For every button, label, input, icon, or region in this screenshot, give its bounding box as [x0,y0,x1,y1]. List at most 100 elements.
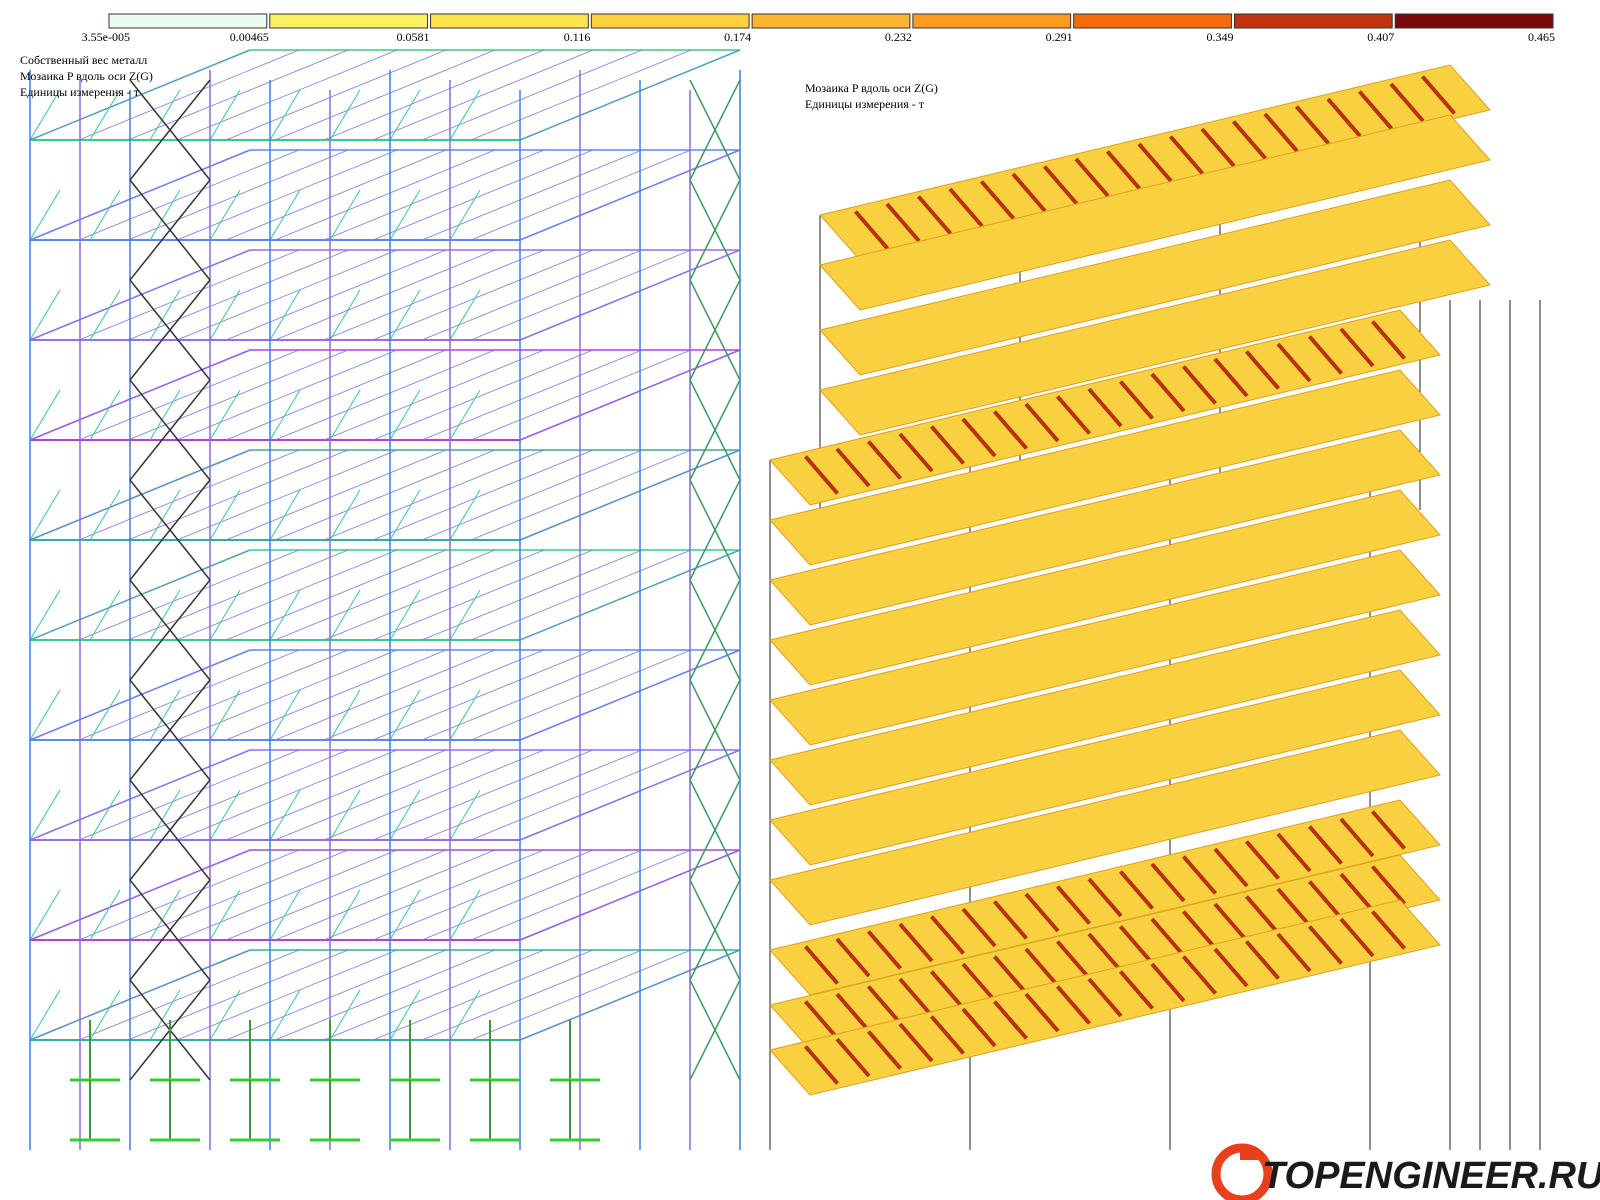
member [689,179,741,281]
member [866,1030,903,1070]
left-caption: Собственный вес металл [20,53,147,67]
member [274,449,496,541]
member [329,389,361,441]
member [1055,885,1092,925]
member [1357,90,1394,130]
member [449,489,481,541]
member [689,79,741,181]
watermark-logo [1211,1143,1273,1200]
member [274,849,496,941]
member [1150,862,1186,903]
legend-label: 3.55e-005 [82,30,130,44]
member [274,649,496,741]
member [961,907,997,948]
member [1213,947,1249,988]
member [274,749,496,841]
member [209,189,241,241]
member [470,449,692,541]
member [269,589,301,641]
member [78,349,300,441]
member [176,149,398,241]
member [29,149,251,241]
member [961,962,997,1003]
member [149,689,181,741]
member [689,779,741,881]
member [78,249,300,341]
member [225,849,447,941]
member [269,989,301,1041]
legend-swatch [912,13,1072,29]
member [29,889,61,941]
member [1024,947,1060,988]
member [961,1007,997,1048]
member [269,789,301,841]
member [898,432,934,473]
structure-views [29,49,1541,1150]
legend-label: 0.465 [1528,30,1555,44]
legend-swatch [108,13,268,29]
member [449,589,481,641]
legend-swatch [1394,13,1554,29]
member [1244,940,1281,980]
member [225,649,447,741]
member [323,49,545,141]
member [1150,962,1186,1003]
slab [819,114,1491,311]
member [329,89,361,141]
member [1339,327,1375,368]
member [209,289,241,341]
member [29,489,61,541]
member [323,449,545,541]
member [1370,865,1407,905]
member [866,440,903,480]
right-caption: Единицы измерения - т [805,97,925,111]
member [323,249,545,341]
member [372,949,594,1041]
member [269,289,301,341]
member [389,589,421,641]
member [1181,855,1218,895]
member [209,589,241,641]
member [449,989,481,1041]
member [29,849,251,941]
legend-swatch [590,13,750,29]
member [323,649,545,741]
member [898,922,934,963]
member [29,789,61,841]
member [29,749,251,841]
color-legend: 3.55e-005 0.00465 0.0581 0.116 0.174 0.232 0.2… [82,13,1555,44]
member [1370,810,1407,850]
member [29,589,61,641]
member [29,449,251,541]
member [1105,150,1142,190]
member [1055,985,1092,1025]
member [1181,365,1218,405]
member [470,149,692,241]
member [149,589,181,641]
member [323,849,545,941]
member [1276,832,1312,873]
member [421,949,643,1041]
member [225,349,447,441]
member [470,949,692,1041]
right-caption: Мозаика P вдоль оси Z(G) [805,81,938,95]
member [992,410,1029,450]
member [1087,877,1123,918]
member [1244,350,1281,390]
member [1118,380,1155,420]
member [470,349,692,441]
member [29,549,251,641]
member [519,949,741,1041]
member [129,779,211,881]
member [689,879,741,981]
member [329,889,361,941]
member [421,649,643,741]
member [898,1022,934,1063]
legend-swatch [751,13,911,29]
member [372,349,594,441]
member [149,889,181,941]
member [127,449,349,541]
member [1024,892,1060,933]
member [389,689,421,741]
legend-label: 0.0581 [397,30,430,44]
